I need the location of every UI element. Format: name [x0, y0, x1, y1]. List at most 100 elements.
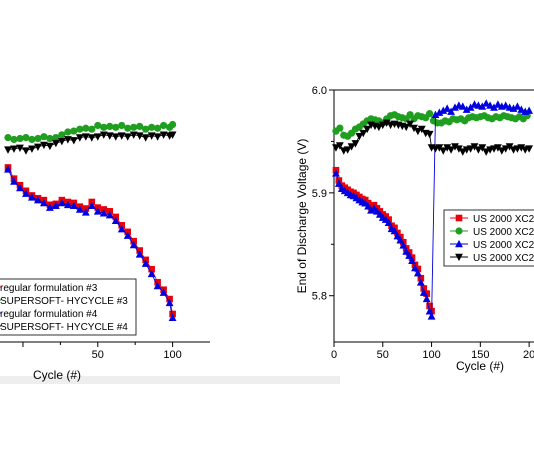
- chart2-series-3-point: [396, 236, 405, 244]
- chart2-series-4-point: [417, 125, 426, 134]
- chart2-series-4-point: [378, 121, 387, 130]
- chart2-series-2-point: [426, 110, 434, 118]
- chart1-series-2-point: [100, 123, 108, 131]
- chart1-series-4-point: [93, 133, 102, 141]
- chart1-series-4-point: [75, 134, 84, 142]
- chart2-series-4: [332, 119, 534, 156]
- chart1-series-2-point: [52, 134, 60, 142]
- chart2-series-4-point: [458, 148, 467, 156]
- chart1-series-2-point: [58, 131, 66, 139]
- chart2-series-3-point: [405, 251, 414, 259]
- chart1-series-3: [4, 165, 177, 322]
- chart1-series-2-point: [148, 123, 156, 131]
- chart1-series-3-point: [147, 269, 156, 278]
- chart1-series-4-point: [16, 144, 24, 152]
- chart2-series-3-point: [435, 108, 444, 116]
- chart1-series-3-point: [123, 231, 132, 239]
- chart2-series-3-point: [447, 107, 455, 115]
- left-series-group: [4, 120, 177, 322]
- left-panel-bottom-strip: [0, 376, 340, 384]
- chart1-series-3-point: [165, 298, 174, 307]
- chart2-series-4-point: [351, 140, 360, 148]
- right-y-tick-label: 6.0: [312, 85, 327, 97]
- chart1-series-4-point: [51, 139, 60, 148]
- right-legend-label-2: US 2000 XC2: [473, 227, 534, 238]
- chart1-series-4-point: [153, 133, 162, 141]
- right-x-tick-label: 150: [471, 349, 489, 361]
- chart1-series-2-point: [10, 135, 18, 144]
- chart1-series-2-point: [64, 128, 72, 136]
- chart1-series-4-point: [28, 145, 36, 153]
- left-legend-box: [0, 278, 137, 336]
- chart1-series-4-point: [57, 138, 66, 146]
- chart2-series-4-point: [347, 143, 356, 151]
- chart2-series-3-point: [431, 110, 440, 118]
- chart2-series-3-point: [419, 288, 428, 296]
- chart1-series-3-point: [81, 208, 90, 216]
- chart1-series-2-point: [70, 127, 78, 135]
- chart2-series-3-point: [494, 100, 502, 108]
- chart2-series-4-point: [414, 127, 422, 136]
- chart1-series-2-point: [142, 125, 150, 133]
- chart2-series-4-point: [517, 144, 526, 152]
- chart1-series-3-point: [4, 165, 12, 173]
- chart2-series-4-point: [425, 130, 434, 139]
- right-x-tick-label: 20: [523, 349, 534, 361]
- chart2-series-3-point: [513, 102, 522, 110]
- chart1-series-2-point: [4, 134, 12, 142]
- chart1-series-2-point: [130, 123, 138, 131]
- right-legend-item-2-marker: [455, 227, 463, 235]
- chart1-series-2-point: [40, 133, 48, 141]
- right-x-tick-label: 100: [422, 349, 440, 361]
- chart1-series-2-point: [160, 121, 168, 130]
- chart1-series-2-point: [124, 124, 132, 132]
- right-y-axis-title: End of Discharge Voltage (V): [295, 139, 309, 294]
- chart2-series-4-point: [374, 123, 383, 132]
- chart2-series-4-point: [482, 148, 491, 156]
- right-legend-item-3-marker: [455, 239, 463, 248]
- chart2-series-4-point: [406, 120, 414, 129]
- chart2-series-4-point: [443, 144, 452, 152]
- chart1-series-4-point: [4, 146, 12, 154]
- chart2-series-4-point: [497, 147, 506, 155]
- chart1-series-2-point: [16, 134, 24, 143]
- chart1-series-3-point: [105, 210, 114, 219]
- chart1-series-3-point: [51, 201, 60, 210]
- chart1-series-3-point: [57, 198, 66, 207]
- chart1-series-4-point: [87, 134, 96, 142]
- chart1-series-4: [4, 131, 177, 155]
- chart1-series-3-point: [16, 183, 24, 192]
- chart1-series-3-point: [99, 209, 108, 217]
- chart2-series-4-point: [402, 123, 411, 132]
- chart2-series-3-point: [517, 105, 526, 113]
- chart2-series-4-point: [332, 144, 340, 152]
- chart1-series-1-point: [148, 265, 155, 273]
- right-x-tick-label: 0: [331, 349, 337, 361]
- chart1-series-2-point: [46, 134, 54, 143]
- chart1-series-2-point: [76, 125, 84, 133]
- chart1-series-3-point: [168, 313, 177, 322]
- chart1-series-4-point: [141, 134, 150, 142]
- chart1-series-4-point: [40, 141, 48, 150]
- chart1-series-3-point: [159, 288, 168, 296]
- chart1-series-4-point: [135, 132, 144, 140]
- left-x-ticks: 50 100: [22, 342, 182, 361]
- chart1-series-4-point: [45, 142, 54, 151]
- chart1-series-2-point: [168, 120, 177, 129]
- chart2-series-3-point: [334, 179, 343, 187]
- chart1-series-3-point: [10, 177, 18, 185]
- chart2-series-3-point: [416, 278, 425, 286]
- chart1-series-4-point: [99, 131, 108, 139]
- chart2-series-3-point: [478, 102, 487, 110]
- chart2-series-4-point: [501, 145, 510, 153]
- left-legend-label-4: SUPERSOFT- HYCYCLE #4: [0, 322, 128, 333]
- chart2-series-4-point: [439, 147, 448, 155]
- chart1-series-2-point: [28, 135, 36, 144]
- chart2-series-1-point: [420, 285, 428, 292]
- left-chart-panel: 50 100 regular formulation #3 SUPERSOFT- …: [0, 120, 340, 384]
- chart1-series-2-point: [94, 121, 102, 130]
- chart2-series-3-point: [402, 247, 411, 255]
- chart1-series-4-point: [63, 136, 72, 144]
- chart2-series-3-point: [427, 312, 436, 320]
